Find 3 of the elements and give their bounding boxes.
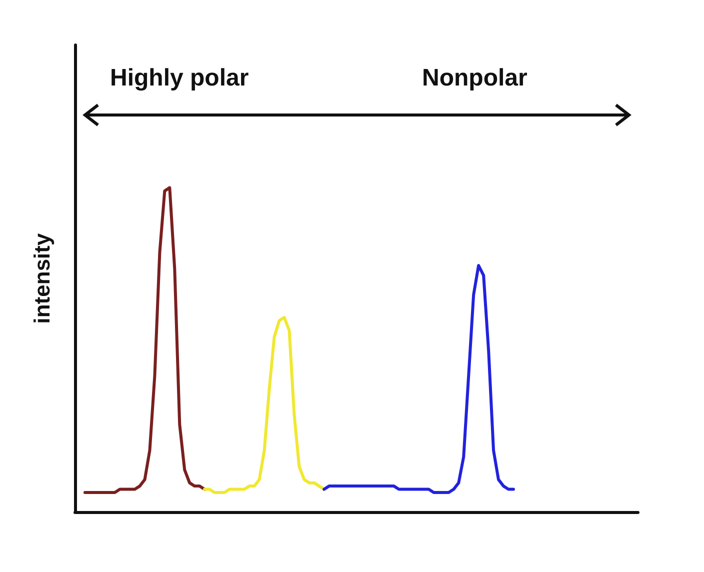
y-axis-title: intensity [30,232,54,324]
text: Highly polar [110,64,249,92]
text: Nonpolar [422,64,528,92]
